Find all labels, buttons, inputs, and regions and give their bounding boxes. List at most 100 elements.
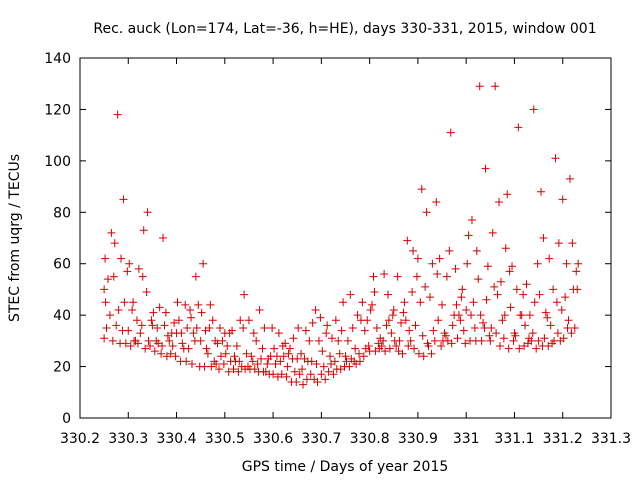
data-point xyxy=(467,311,476,320)
data-point xyxy=(458,285,467,294)
data-point xyxy=(263,360,272,368)
data-point xyxy=(247,352,256,361)
data-point xyxy=(342,357,351,366)
data-point xyxy=(369,272,378,281)
data-point xyxy=(216,352,225,361)
data-point xyxy=(424,342,433,350)
data-point xyxy=(155,303,164,312)
data-point xyxy=(295,370,304,379)
data-point xyxy=(572,267,581,276)
x-tick-label: 331.1 xyxy=(494,431,534,447)
data-point xyxy=(253,360,262,368)
chart-title: Rec. auck (Lon=174, Lat=-36, h=HE), days… xyxy=(93,21,596,37)
data-point xyxy=(451,264,460,273)
data-point xyxy=(414,349,423,358)
data-point xyxy=(493,290,502,299)
data-point xyxy=(412,272,421,281)
data-point xyxy=(313,378,322,386)
data-point xyxy=(570,324,579,332)
data-point xyxy=(461,339,470,348)
data-point xyxy=(447,339,456,348)
data-point xyxy=(183,324,192,332)
x-tick-label: 331 xyxy=(453,431,480,447)
data-point xyxy=(521,321,530,330)
data-point xyxy=(100,285,109,294)
data-point xyxy=(149,308,158,317)
data-point xyxy=(311,306,320,314)
data-point xyxy=(467,216,476,224)
data-point xyxy=(381,347,390,356)
data-point xyxy=(133,339,142,348)
x-tick-label: 330.7 xyxy=(301,431,341,447)
data-point xyxy=(192,324,201,332)
data-point xyxy=(481,164,490,173)
data-point xyxy=(505,267,514,276)
data-point xyxy=(385,344,394,353)
data-point xyxy=(334,336,343,345)
data-point xyxy=(529,105,538,114)
data-point xyxy=(533,259,542,268)
data-point xyxy=(321,375,330,384)
data-point xyxy=(161,308,170,317)
data-point xyxy=(337,326,346,335)
data-point xyxy=(457,293,466,302)
data-point xyxy=(400,298,409,307)
data-point xyxy=(552,298,561,307)
data-point xyxy=(353,311,362,320)
data-point xyxy=(399,308,408,317)
data-point xyxy=(380,270,389,278)
data-point xyxy=(252,336,261,345)
data-point xyxy=(229,365,238,374)
data-point xyxy=(258,344,267,353)
data-point xyxy=(535,290,544,299)
data-point xyxy=(242,349,251,358)
data-point xyxy=(573,285,582,294)
data-point xyxy=(553,329,562,338)
data-point xyxy=(294,324,303,332)
data-point xyxy=(485,331,494,340)
data-point xyxy=(403,236,412,245)
data-point xyxy=(379,336,388,345)
data-point xyxy=(281,339,290,348)
data-point xyxy=(406,336,415,345)
x-tick-label: 330.3 xyxy=(108,431,148,447)
data-point xyxy=(331,316,340,325)
data-point xyxy=(178,339,187,348)
data-point xyxy=(307,357,316,366)
data-point xyxy=(366,306,375,314)
data-point xyxy=(405,326,414,335)
y-tick-label: 0 xyxy=(62,411,71,427)
data-point xyxy=(182,357,191,366)
data-point xyxy=(511,331,520,340)
data-point xyxy=(562,259,571,268)
data-point xyxy=(205,324,214,332)
data-point xyxy=(221,349,230,358)
data-point xyxy=(157,349,166,358)
data-point xyxy=(501,244,510,253)
data-point xyxy=(462,306,471,314)
data-point xyxy=(525,311,534,320)
data-point xyxy=(125,259,134,268)
data-point xyxy=(150,347,159,356)
data-point xyxy=(100,334,109,343)
data-point xyxy=(475,82,484,91)
data-point xyxy=(177,329,186,338)
data-point xyxy=(430,336,439,345)
data-point xyxy=(463,259,472,268)
data-point xyxy=(387,329,396,338)
data-point xyxy=(268,324,277,332)
x-tick-label: 331.2 xyxy=(543,431,583,447)
data-point xyxy=(388,311,397,320)
data-point xyxy=(543,313,552,322)
data-point xyxy=(551,154,560,163)
data-point xyxy=(488,228,497,237)
data-point xyxy=(298,365,307,374)
data-point xyxy=(124,326,133,335)
data-point xyxy=(274,329,283,338)
data-point xyxy=(160,321,169,330)
data-point xyxy=(324,367,333,376)
data-point xyxy=(297,349,306,358)
data-point xyxy=(517,311,526,320)
data-point xyxy=(482,295,491,304)
data-point xyxy=(554,239,563,248)
